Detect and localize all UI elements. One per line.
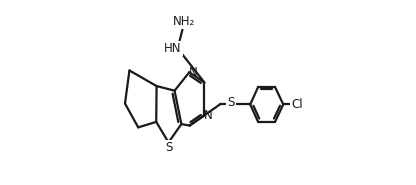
Text: S: S xyxy=(228,96,235,109)
Text: N: N xyxy=(189,66,198,79)
Text: Cl: Cl xyxy=(291,98,303,111)
Text: NH₂: NH₂ xyxy=(173,15,196,28)
Text: S: S xyxy=(165,141,172,154)
Text: HN: HN xyxy=(164,42,181,55)
Text: N: N xyxy=(204,109,213,122)
